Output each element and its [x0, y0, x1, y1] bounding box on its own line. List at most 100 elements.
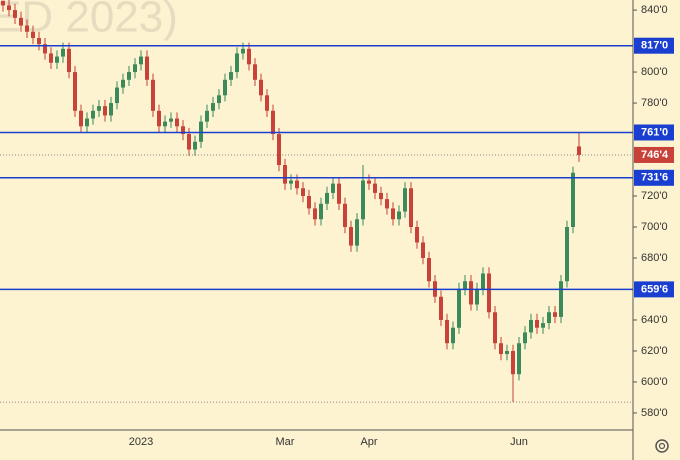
level-tag [634, 37, 674, 54]
candle-body [151, 79, 155, 111]
candle-body [523, 332, 527, 344]
candle-body [13, 10, 17, 18]
x-tick-label: Mar [276, 436, 295, 448]
candle-body [217, 95, 221, 104]
level-tag [634, 124, 674, 141]
candle-body [505, 350, 509, 355]
candle-body [175, 118, 179, 127]
candle-body [547, 312, 551, 324]
candle-body [325, 192, 329, 204]
candle-body [37, 37, 41, 45]
candle-body [295, 180, 299, 189]
candle-body [61, 48, 65, 57]
candle-body [409, 188, 413, 228]
candle-body [31, 31, 35, 38]
candle-body [73, 72, 77, 111]
candle-body [283, 165, 287, 184]
candle-body [385, 199, 389, 209]
candle-body [577, 146, 581, 155]
y-tick-label: 700'0 [641, 221, 668, 233]
candle-body [193, 141, 197, 150]
candle-body [229, 72, 233, 80]
last-price-tag [634, 146, 674, 163]
candle-body [139, 56, 143, 65]
candle-body [67, 48, 71, 73]
candle-body [163, 121, 167, 127]
y-tick-label: 840'0 [641, 4, 668, 16]
candle-body [463, 281, 467, 289]
level-label: 761'0 [641, 126, 668, 138]
candle-body [307, 196, 311, 209]
candle-body [121, 79, 125, 88]
candle-body [451, 327, 455, 344]
plot-area [0, 0, 633, 403]
candle-body [571, 172, 575, 228]
candle-body [457, 288, 461, 328]
candle-body [109, 103, 113, 116]
candle-body [469, 281, 473, 305]
candle-body [133, 64, 137, 73]
candle-body [427, 258, 431, 282]
candle-body [49, 53, 53, 63]
candle-body [355, 219, 359, 246]
candle-body [247, 48, 251, 65]
candle-body [19, 17, 23, 26]
level-label: 817'0 [641, 40, 668, 52]
y-tick-label: 780'0 [641, 97, 668, 109]
candle-body [25, 25, 29, 32]
candle-body [277, 134, 281, 166]
candle-body [565, 227, 569, 282]
candle-body [559, 281, 563, 317]
candle-body [301, 188, 305, 197]
candle-body [529, 319, 533, 333]
candle-body [103, 106, 107, 116]
candle-body [487, 273, 491, 313]
x-tick-label: 2023 [129, 436, 153, 448]
candle-body [349, 227, 353, 246]
candle-body [253, 64, 257, 80]
candle-body [373, 183, 377, 193]
candle-body [235, 53, 239, 73]
level-label: 731'6 [641, 172, 668, 184]
candle-body [379, 192, 383, 200]
candle-body [343, 203, 347, 228]
candle-body [289, 180, 293, 184]
candle-body [79, 110, 83, 127]
candle-body [535, 319, 539, 328]
candle-body [7, 5, 11, 11]
candle-body [517, 343, 521, 375]
candle-body [415, 227, 419, 243]
candle-body [211, 103, 215, 111]
candle-body [91, 110, 95, 119]
candle-body [145, 56, 149, 80]
candle-body [199, 121, 203, 142]
y-tick-label: 640'0 [641, 314, 668, 326]
y-tick-label: 720'0 [641, 190, 668, 202]
y-tick-label: 620'0 [641, 345, 668, 357]
candle-body [313, 208, 317, 220]
candle-body [445, 319, 449, 344]
candle-body [475, 288, 479, 305]
candle-body [223, 79, 227, 96]
candle-body [541, 323, 545, 328]
level-tag [634, 281, 674, 298]
candle-body [169, 118, 173, 122]
candle-body [1, 0, 5, 6]
y-tick-label: 580'0 [641, 407, 668, 419]
candle-body [115, 87, 119, 104]
candle-body [337, 183, 341, 204]
candle-body [397, 211, 401, 220]
candle-body [367, 180, 371, 184]
x-tick-label: Apr [360, 436, 377, 448]
settings-icon[interactable] [655, 439, 669, 453]
candle-body [511, 350, 515, 375]
last-price-label: 746'4 [641, 149, 669, 161]
candle-body [319, 203, 323, 220]
candle-body [85, 118, 89, 127]
candle-body [271, 110, 275, 135]
y-tick-label: 800'0 [641, 66, 668, 78]
candle-body [157, 110, 161, 127]
level-label: 659'6 [641, 283, 668, 295]
candle-body [241, 48, 245, 54]
